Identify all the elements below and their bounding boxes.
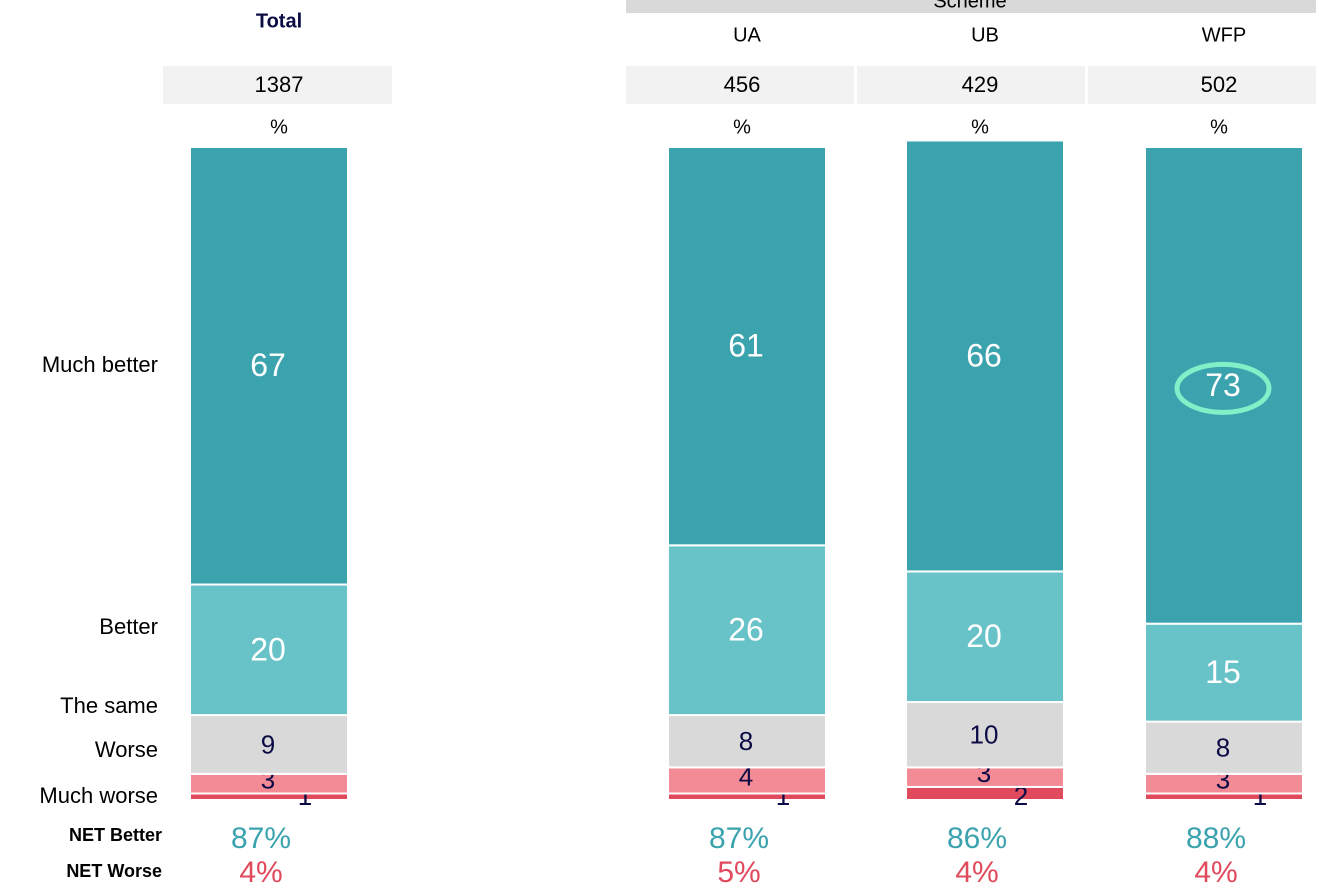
segment-label: 61 [728,328,764,364]
segment-label: 2 [1014,781,1028,811]
bar-segment [667,544,827,717]
net-better-value: 87% [231,822,291,855]
row-label: Much worse [39,783,158,808]
net-label: NET Better [69,825,162,845]
unit-label: % [971,116,989,138]
segment-label: 10 [970,720,999,750]
column-header: WFP [1202,24,1246,46]
net-better-value: 86% [947,822,1007,855]
segment-label: 15 [1205,654,1241,690]
segment-label: 67 [250,347,286,383]
row-label: Much better [42,352,158,377]
group-header-bar [626,0,1316,13]
segment-label: 66 [966,337,1002,373]
net-worse-value: 4% [955,856,998,889]
net-label: NET Worse [66,861,162,881]
base-count: 502 [1201,72,1238,97]
net-worse-value: 4% [239,856,282,889]
bar-segment [905,139,1065,573]
segment-label: 20 [966,618,1002,654]
bar-segment [1144,720,1304,775]
net-worse-value: 5% [717,856,760,889]
bar-segment [667,714,827,769]
net-better-value: 87% [709,822,769,855]
column-header: Total [256,10,302,32]
segment-label: 8 [1216,733,1230,763]
unit-label: % [733,116,751,138]
bar-segment [905,570,1065,704]
bar-segment [905,785,1065,802]
base-box [163,66,392,104]
base-box [626,66,854,104]
bar-segment [1144,622,1304,723]
unit-label: % [1210,116,1228,138]
segment-label: 73 [1205,367,1241,403]
column-header: UA [733,24,761,46]
bar-segment [189,146,349,586]
base-box [857,66,1085,104]
unit-label: % [270,116,288,138]
segment-label: 8 [739,726,753,756]
segment-label: 26 [728,612,764,648]
segment-label: 4 [739,761,753,791]
highlight [1174,361,1272,415]
base-count: 1387 [255,72,304,97]
row-label: The same [60,693,158,718]
base-count: 456 [724,72,761,97]
bar-segment [667,766,827,795]
bar-segment [667,146,827,547]
net-better-value: 88% [1186,822,1246,855]
bar-segment [189,583,349,717]
base-count: 429 [962,72,999,97]
base-box [1088,66,1316,104]
segment-label: 9 [261,729,275,759]
segment-label: 20 [250,631,286,667]
bar-segment [1144,146,1304,625]
net-worse-value: 4% [1194,856,1237,889]
row-label: Worse [95,737,158,762]
row-label: Better [99,614,158,639]
column-header: UB [971,24,999,46]
group-header: Scheme [933,0,1006,12]
